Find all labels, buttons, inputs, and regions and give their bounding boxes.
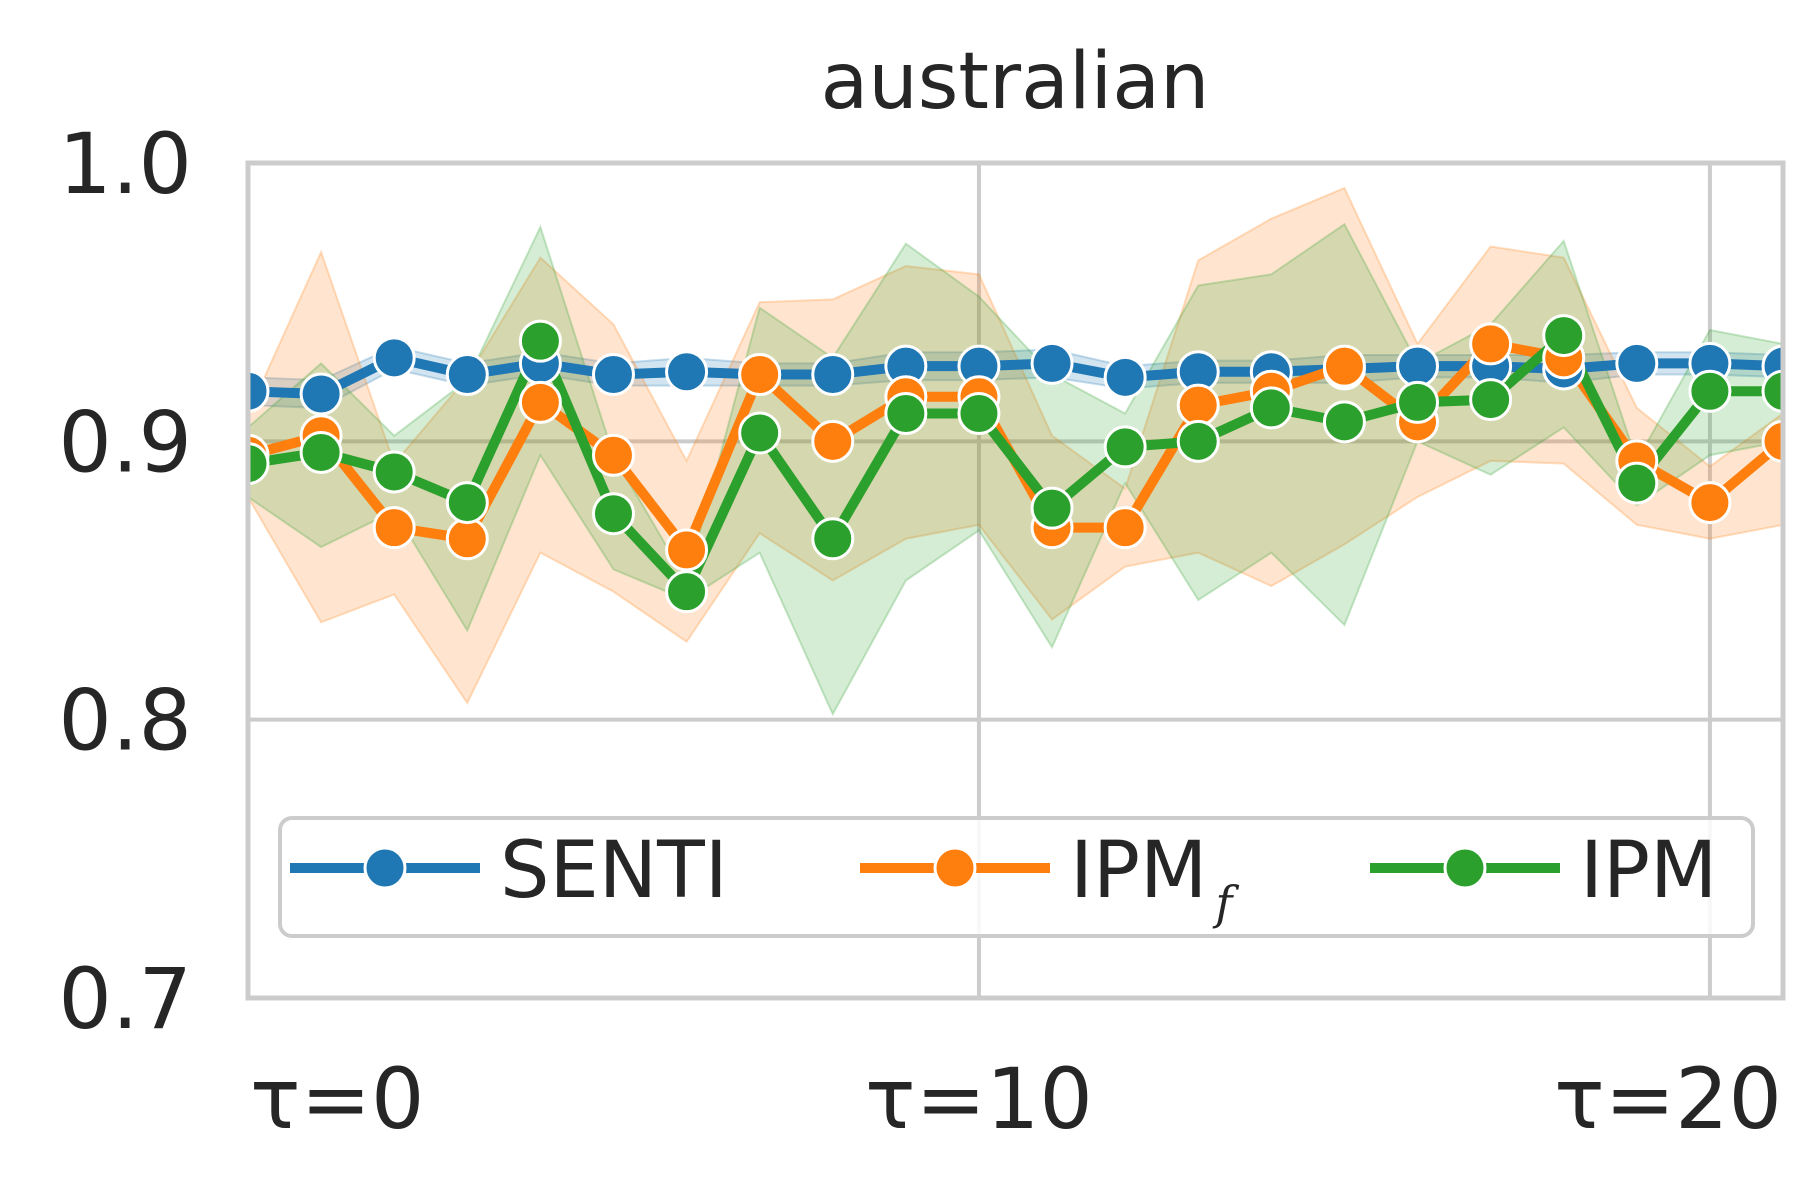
data-point-series-1	[1688, 481, 1732, 525]
plot-frame	[245, 160, 1786, 1001]
data-point-series-0	[1030, 341, 1074, 385]
data-point-series-2	[518, 319, 562, 363]
y-tick-label: 0.7	[58, 950, 192, 1048]
legend-label: SENTI	[500, 826, 728, 916]
x-tick-label: τ=10	[865, 1050, 1093, 1148]
x-tick-labels: τ=0 τ=10 τ=20	[250, 1050, 1782, 1148]
data-point-series-2	[248, 442, 270, 486]
y-tick-label: 0.8	[58, 672, 192, 770]
y-tick-labels: 0.7 0.8 0.9 1.0	[58, 115, 192, 1048]
data-point-series-1	[811, 419, 855, 463]
legend-box	[278, 816, 1755, 938]
data-point-series-2	[372, 450, 416, 494]
data-point-series-0	[372, 336, 416, 380]
data-point-series-2	[957, 392, 1001, 435]
legend-swatch-marker	[933, 846, 977, 890]
data-point-series-2	[299, 430, 343, 474]
data-point-series-2	[665, 570, 709, 614]
data-point-series-2	[1322, 400, 1366, 444]
data-point-series-2	[811, 517, 855, 561]
data-point-series-2	[884, 392, 928, 435]
data-point-series-2	[1103, 425, 1147, 469]
chart-title: australian	[821, 37, 1210, 127]
data-point-series-2	[591, 492, 635, 536]
data-point-series-1	[372, 506, 416, 550]
data-point-series-2	[1396, 380, 1440, 424]
data-point-series-0	[811, 353, 855, 397]
data-point-series-1	[591, 433, 635, 477]
data-point-series-2	[1249, 386, 1293, 430]
series-markers	[248, 314, 1783, 614]
data-point-series-1	[665, 528, 709, 572]
data-point-series-0	[1396, 344, 1440, 388]
data-point-series-2	[1688, 369, 1732, 413]
confidence-band-series-1	[248, 186, 1783, 705]
data-point-series-0	[299, 372, 343, 416]
data-point-series-2	[1030, 486, 1074, 530]
data-point-series-0	[1615, 341, 1659, 385]
data-point-series-2	[1176, 419, 1220, 463]
data-point-series-0	[665, 350, 709, 394]
data-point-series-1	[445, 517, 489, 561]
series-lines	[248, 330, 1783, 597]
data-point-series-1	[518, 380, 562, 424]
legend-swatch-marker	[363, 846, 407, 890]
data-point-series-0	[591, 353, 635, 397]
x-tick-label: τ=0	[250, 1050, 424, 1148]
data-point-series-0	[1103, 355, 1147, 399]
series-line-2	[248, 330, 1783, 597]
data-point-series-2	[1469, 378, 1513, 422]
data-point-series-1	[1103, 506, 1147, 550]
data-point-series-1	[1322, 344, 1366, 388]
data-point-series-0	[248, 369, 270, 413]
data-point-series-0	[445, 353, 489, 397]
data-point-series-2	[1761, 369, 1783, 413]
data-point-series-2	[1615, 461, 1659, 505]
data-point-series-2	[738, 411, 782, 455]
legend-swatch-marker	[1443, 846, 1487, 890]
data-point-series-2	[1542, 314, 1586, 358]
legend-label: IPM	[1580, 826, 1717, 916]
legend: SENTI IPM f IPM	[278, 816, 1755, 938]
data-point-series-1	[1176, 383, 1220, 427]
data-point-series-2	[445, 481, 489, 525]
y-tick-label: 1.0	[58, 115, 192, 213]
x-tick-label: τ=20	[1554, 1050, 1782, 1148]
data-point-series-1	[1469, 322, 1513, 366]
y-tick-label: 0.9	[58, 393, 192, 491]
data-point-series-1	[738, 353, 782, 397]
data-point-series-1	[1761, 419, 1783, 463]
